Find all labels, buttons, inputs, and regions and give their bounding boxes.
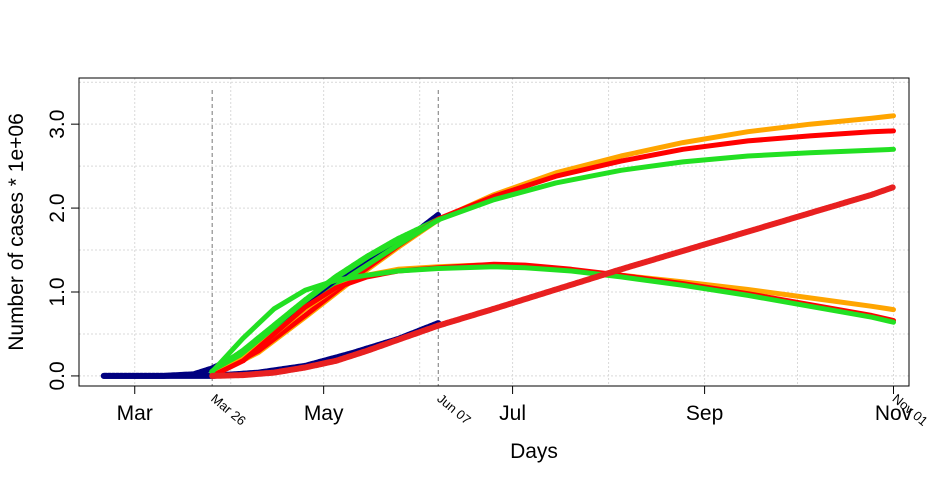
- x-axis: Mar May Jul Sep Nov: [117, 386, 913, 425]
- series-line-10: [209, 322, 442, 379]
- series-line-3: [209, 216, 442, 375]
- reference-line-label: Jun 07: [434, 391, 474, 428]
- x-tick-label: Mar: [117, 402, 153, 425]
- x-tick-label: Sep: [686, 402, 723, 425]
- y-tick-label: 0.0: [46, 361, 69, 390]
- y-axis-title: Number of cases * 1e+06: [5, 113, 28, 351]
- series-line-9: [209, 264, 896, 375]
- series-group: [100, 113, 897, 379]
- series-line-11: [435, 184, 897, 329]
- series-line-1: [100, 211, 442, 379]
- series-line-7: [209, 262, 896, 379]
- x-axis-title: Days: [510, 440, 558, 463]
- reference-line-label: Mar 26: [208, 391, 249, 429]
- reference-lines: Mar 26 Jun 07 Nov 01: [208, 90, 931, 429]
- y-axis: 0.0 1.0 2.0 3.0: [46, 110, 79, 391]
- x-tick-label: Jul: [499, 402, 526, 425]
- y-tick-label: 2.0: [46, 193, 69, 222]
- series-line-5: [209, 128, 896, 379]
- y-tick-label: 3.0: [46, 110, 69, 139]
- x-tick-label: Nov: [875, 402, 913, 425]
- y-tick-label: 1.0: [46, 277, 69, 306]
- series-line-6: [209, 146, 896, 377]
- x-tick-label: May: [304, 402, 344, 425]
- plot-frame: [78, 77, 910, 387]
- series-line-8: [209, 261, 896, 379]
- grid-lines: [79, 78, 909, 386]
